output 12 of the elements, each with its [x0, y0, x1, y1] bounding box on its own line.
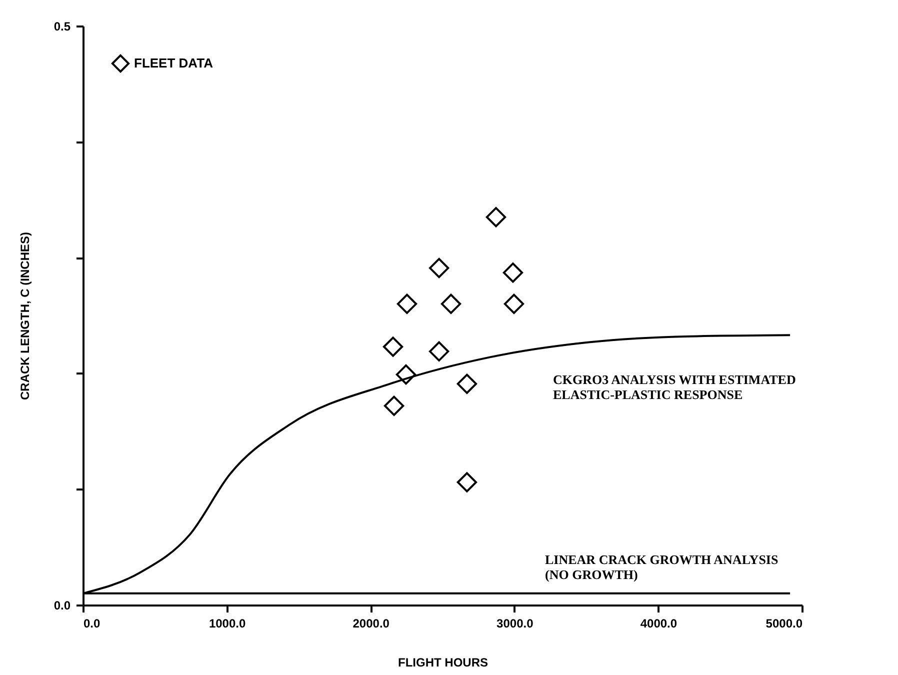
x-axis-title: FLIGHT HOURS [398, 656, 488, 670]
x-tick-label: 4000.0 [640, 616, 678, 630]
legend-label: FLEET DATA [134, 56, 214, 70]
y-tick-label: 0.5 [54, 20, 71, 34]
x-tick-label: 0.0 [84, 616, 101, 630]
x-tick-label: 5000.0 [766, 616, 803, 630]
x-tick-label: 3000.0 [496, 616, 534, 630]
y-axis-title: CRACK LENGTH, C (INCHES) [18, 232, 32, 400]
x-tick-label: 2000.0 [352, 616, 390, 630]
annotation: CKGRO3 ANALYSIS WITH ESTIMATED ELASTIC-PLASTIC RESPONSE [553, 372, 796, 402]
annotation: LINEAR CRACK GROWTH ANALYSIS (NO GROWTH) [545, 552, 778, 582]
x-tick-label: 1000.0 [208, 616, 246, 630]
